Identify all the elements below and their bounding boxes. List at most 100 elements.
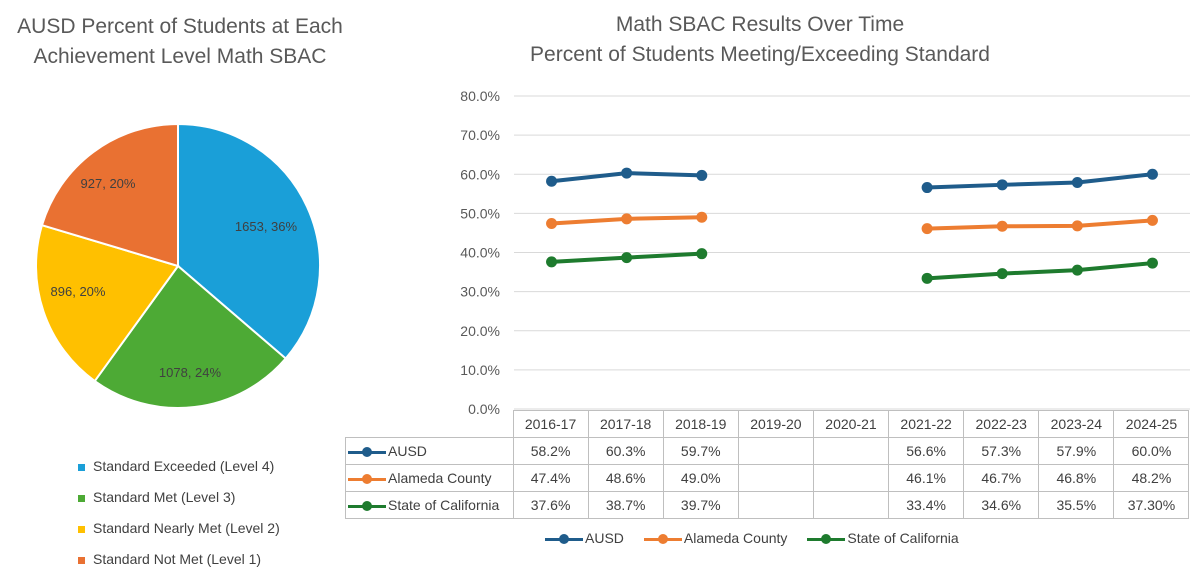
- data-point: [546, 256, 558, 268]
- data-point: [921, 223, 933, 235]
- line-legend-item: Alameda County: [643, 530, 788, 546]
- line-title-line-1: Math SBAC Results Over Time: [615, 13, 905, 36]
- pie-legend-item: Standard Not Met (Level 1): [78, 551, 261, 567]
- data-label: 56.6%: [888, 437, 965, 465]
- legend-swatch: [78, 525, 85, 533]
- pie-slice: [93, 264, 288, 409]
- line-legend-label: Alameda County: [683, 530, 788, 546]
- tick-label-category: 2017-18: [587, 410, 664, 438]
- data-label: 37.30%: [1113, 491, 1190, 519]
- data-point: [921, 182, 933, 194]
- legend-key: [643, 533, 682, 545]
- data-label: [737, 437, 814, 465]
- pie-legend-label: Standard Not Met (Level 1): [93, 551, 262, 567]
- table-row: Alameda County 47.4% 48.6% 49.0% 46.1% 46.7% 4…: [345, 464, 1190, 492]
- y-tick-label: 40.0%: [460, 245, 500, 261]
- data-point: [1071, 176, 1083, 188]
- data-label: 46.7%: [963, 464, 1040, 492]
- tick-label-category: 2016-17: [512, 410, 589, 438]
- y-tick-label: 10.0%: [460, 362, 500, 378]
- tick-label-category: 2024-25: [1113, 410, 1190, 438]
- series-name: AUSD: [388, 443, 427, 459]
- data-point: [696, 248, 708, 260]
- line-legend-label: AUSD: [585, 530, 624, 546]
- data-label: 39.7%: [662, 491, 739, 519]
- pie-slice: [177, 122, 321, 360]
- data-point: [921, 272, 933, 284]
- legend-key: [348, 446, 386, 458]
- legend-key: [348, 500, 386, 512]
- data-point: [696, 169, 708, 181]
- line-chart-title: Math SBAC Results Over Time Percent of S…: [450, 10, 1070, 70]
- pie-data-label: 1653, 36%: [235, 219, 298, 234]
- pie-data-label: 927, 20%: [81, 176, 136, 191]
- data-label: 49.0%: [662, 464, 739, 492]
- data-table: 2016-17 2017-18 2018-19 2019-20 2020-21 2021-…: [345, 410, 1190, 519]
- data-point: [1071, 220, 1083, 232]
- data-point: [621, 213, 633, 225]
- tick-label-category: 2020-21: [812, 410, 890, 438]
- data-label: 60.0%: [1113, 437, 1190, 465]
- pie-slice: [40, 122, 179, 268]
- data-point: [1146, 168, 1158, 180]
- pie-chart-title: AUSD Percent of Students at Each Achieve…: [0, 12, 360, 72]
- line-legend-item: State of California: [807, 530, 959, 546]
- y-tick-label: 60.0%: [460, 166, 500, 182]
- tick-label-category: 2019-20: [737, 410, 814, 438]
- tick-label-category: 2021-22: [888, 410, 965, 438]
- y-tick-label: 30.0%: [460, 284, 500, 300]
- series-name: Alameda County: [388, 470, 492, 486]
- table-corner: [346, 411, 514, 438]
- table-row: State of California 37.6% 38.7% 39.7% 33.4% 3…: [345, 491, 1190, 519]
- tick-label-category: 2018-19: [662, 410, 739, 438]
- data-label: [812, 464, 890, 492]
- data-label: 37.6%: [512, 491, 589, 519]
- pie-legend-item: Standard Met (Level 3): [78, 489, 235, 505]
- tick-label-category: 2022-23: [963, 410, 1040, 438]
- y-tick-label: 70.0%: [460, 127, 500, 143]
- legend-swatch: [78, 556, 85, 564]
- pie-data-label: 1078, 24%: [159, 365, 222, 380]
- data-point: [621, 167, 633, 179]
- data-point: [546, 218, 558, 230]
- pie-legend-label: Standard Exceeded (Level 4): [93, 458, 275, 474]
- series-name: State of California: [388, 497, 500, 513]
- data-label: 48.6%: [587, 464, 664, 492]
- data-point: [1146, 214, 1158, 226]
- data-label: 57.3%: [963, 437, 1040, 465]
- pie-title-line-1: AUSD Percent of Students at Each: [17, 15, 343, 38]
- legend-key: [348, 473, 386, 485]
- data-label: [812, 437, 890, 465]
- data-label: 33.4%: [888, 491, 965, 519]
- pie-legend-item: Standard Nearly Met (Level 2): [78, 520, 280, 536]
- data-label: 60.3%: [587, 437, 664, 465]
- line-legend: AUSD Alameda County State of California: [545, 530, 979, 546]
- pie-legend-label: Standard Met (Level 3): [93, 489, 236, 505]
- y-tick-label: 0.0%: [468, 401, 500, 417]
- line-title-line-2: Percent of Students Meeting/Exceeding St…: [530, 43, 990, 66]
- data-label: 57.9%: [1038, 437, 1115, 465]
- data-label: 59.7%: [662, 437, 739, 465]
- pie-title-line-2: Achievement Level Math SBAC: [33, 45, 327, 68]
- tick-label-category: 2023-24: [1038, 410, 1115, 438]
- table-row: AUSD 58.2% 60.3% 59.7% 56.6% 57.3% 57.9% 60.0%: [345, 437, 1190, 465]
- series-line: [926, 261, 1153, 281]
- y-tick-label: 80.0%: [460, 88, 500, 104]
- data-point: [1146, 257, 1158, 269]
- data-point: [1071, 264, 1083, 276]
- data-label: [737, 464, 814, 492]
- data-label: 46.1%: [888, 464, 965, 492]
- series-row-label: AUSD: [345, 437, 514, 465]
- data-point: [996, 179, 1008, 191]
- data-label: 48.2%: [1113, 464, 1190, 492]
- pie-slice: [35, 223, 180, 383]
- data-label: 58.2%: [512, 437, 589, 465]
- data-label: [737, 491, 814, 519]
- data-label: [812, 491, 890, 519]
- legend-swatch: [78, 494, 85, 502]
- data-label: 46.8%: [1038, 464, 1115, 492]
- series-line: [927, 172, 1153, 190]
- legend-key: [807, 533, 846, 545]
- data-label: 35.5%: [1038, 491, 1115, 519]
